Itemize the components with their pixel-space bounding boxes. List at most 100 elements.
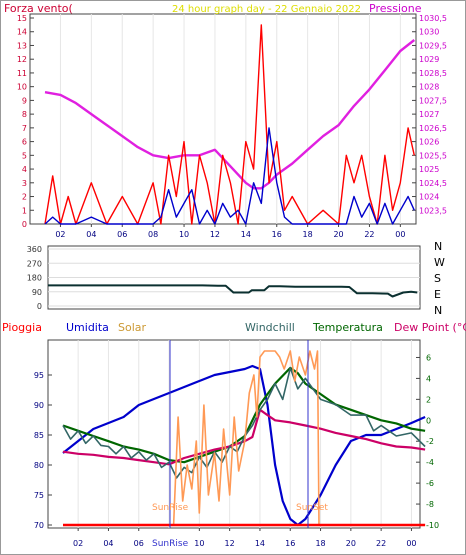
wind-x-axis-ticks: 02 04 06 08 10 12 14 16 18 20 22 00 [55, 224, 405, 239]
wind-left-tick-label: 13 [17, 41, 27, 50]
compass-label-W: W [434, 256, 445, 269]
wind-x-tick-label: 22 [364, 230, 374, 239]
humidity-tick-label: 70 [34, 521, 44, 530]
legend-temperatura: Temperatura [312, 321, 383, 334]
wind-pressure-series [44, 24, 416, 225]
temperature-tick-label: -4 [426, 458, 434, 467]
wind-x-tick-label: 18 [303, 230, 313, 239]
pressure-right-tick-label: 1029,5 [419, 41, 447, 50]
wind-x-tick-label: 16 [272, 230, 282, 239]
temperature-tick-label: 4 [426, 374, 431, 383]
temp-x-tick-label: 22 [376, 539, 386, 548]
temperature-tick-label: 6 [426, 353, 431, 362]
temp-x-tick-label: 16 [285, 539, 295, 548]
temp-x-tick-label: 12 [225, 539, 235, 548]
pressure-right-tick-label: 1025,5 [419, 151, 447, 160]
temp-x-axis-ticks: 02 04 06 10 12 14 16 18 20 22 00 [73, 528, 417, 548]
series-line-solar [63, 350, 426, 526]
temp-legend: Pioggia Umidita Solar Windchill Temperatura D… [2, 321, 466, 334]
compass-label-S: S [434, 272, 441, 285]
wind-left-tick-label: 3 [22, 179, 27, 188]
temp-x-tick-label: 00 [406, 539, 416, 548]
direction-tick-label: 360 [27, 245, 42, 254]
temperature-right-axis-ticks: -10 -8 -6 -4 -2 0 2 4 6 [416, 353, 439, 530]
wind-x-tick-label: 14 [241, 230, 251, 239]
humidity-tick-label: 85 [34, 431, 44, 440]
wind-x-tick-label: 02 [55, 230, 65, 239]
temperature-tick-label: 2 [426, 395, 431, 404]
wind-x-tick-label: 12 [210, 230, 220, 239]
temp-x-tick-label: 04 [103, 539, 113, 548]
wind-left-tick-label: 12 [17, 55, 27, 64]
series-line-forza-vento [44, 24, 415, 225]
temperature-tick-label: 0 [426, 416, 431, 425]
pressure-right-tick-label: 1030 [419, 28, 439, 37]
legend-pioggia: Pioggia [2, 321, 42, 334]
pressure-right-tick-label: 1029 [419, 55, 439, 64]
direction-tick-label: 90 [32, 288, 42, 297]
pressure-right-tick-label: 1027,5 [419, 96, 447, 105]
wind-gridlines [59, 14, 401, 224]
direction-tick-label: 0 [37, 302, 42, 311]
wind-axis-title: Forza vento( [4, 2, 73, 15]
temp-x-tick-label: 10 [194, 539, 204, 548]
pressure-right-tick-label: 1028,5 [419, 69, 447, 78]
series-line-raffica [44, 127, 415, 225]
chart-title: 24 hour graph day - 22 Gennaio 2022 [172, 4, 361, 15]
direction-tick-label: 180 [27, 274, 42, 283]
legend-umidita: Umidita [66, 321, 109, 334]
humidity-tick-label: 90 [34, 401, 44, 410]
compass-label-E: E [434, 288, 441, 301]
sunset-label: SunSet [296, 503, 328, 513]
compass-label-N: N [434, 304, 442, 317]
wind-left-tick-label: 11 [17, 69, 27, 78]
temp-x-tick-label: 20 [346, 539, 356, 548]
wind-left-tick-label: 8 [22, 110, 27, 119]
pressure-axis-title: Pressione [369, 2, 422, 15]
wind-left-tick-label: 7 [22, 124, 27, 133]
temp-humidity-series [62, 350, 426, 527]
pressure-right-tick-label: 1023,5 [419, 206, 447, 215]
wind-x-tick-label: 20 [333, 230, 343, 239]
sunrise-axis-label: SunRise [152, 539, 189, 549]
temperature-tick-label: -8 [426, 500, 434, 509]
pressure-right-tick-label: 1028 [419, 83, 439, 92]
legend-windchill: Windchill [245, 321, 295, 334]
legend-solar: Solar [118, 321, 147, 334]
wind-left-tick-label: 14 [17, 28, 27, 37]
humidity-left-axis-ticks: 70 75 80 85 90 95 [34, 371, 52, 530]
wind-left-tick-label: 10 [17, 83, 27, 92]
wind-left-tick-label: 6 [22, 138, 27, 147]
series-line-dew-point [62, 408, 426, 466]
wind-left-tick-label: 2 [22, 193, 27, 202]
direction-left-axis-ticks: 0 90 180 270 360 [27, 245, 42, 311]
temperature-tick-label: -2 [426, 437, 434, 446]
sunrise-label: SunRise [152, 503, 189, 513]
temp-x-tick-label: 06 [134, 539, 144, 548]
series-line-windchill [62, 367, 426, 479]
wind-left-tick-label: 1 [22, 206, 27, 215]
direction-series [48, 284, 418, 298]
humidity-tick-label: 80 [34, 461, 44, 470]
series-line-wind-direction [48, 284, 418, 298]
wind-left-tick-label: 4 [22, 165, 27, 174]
wind-x-tick-label: 10 [179, 230, 189, 239]
wind-left-tick-label: 0 [22, 220, 27, 229]
wind-x-tick-label: 00 [395, 230, 405, 239]
humidity-tick-label: 95 [34, 371, 44, 380]
wind-x-tick-label: 06 [117, 230, 127, 239]
direction-tick-label: 270 [27, 259, 42, 268]
wind-x-tick-label: 08 [148, 230, 158, 239]
temp-x-tick-label: 14 [255, 539, 265, 548]
temperature-tick-label: -10 [426, 521, 439, 530]
temp-x-tick-label: 02 [73, 539, 83, 548]
pressure-right-tick-label: 1024 [419, 193, 439, 202]
compass-label-N: N [434, 240, 442, 253]
wind-left-tick-label: 15 [17, 14, 27, 23]
wind-x-tick-label: 04 [86, 230, 96, 239]
pressure-right-axis-ticks: 1023,5 1024 1024,5 1025 1025,5 1026 1026,5 1027… [412, 14, 447, 215]
